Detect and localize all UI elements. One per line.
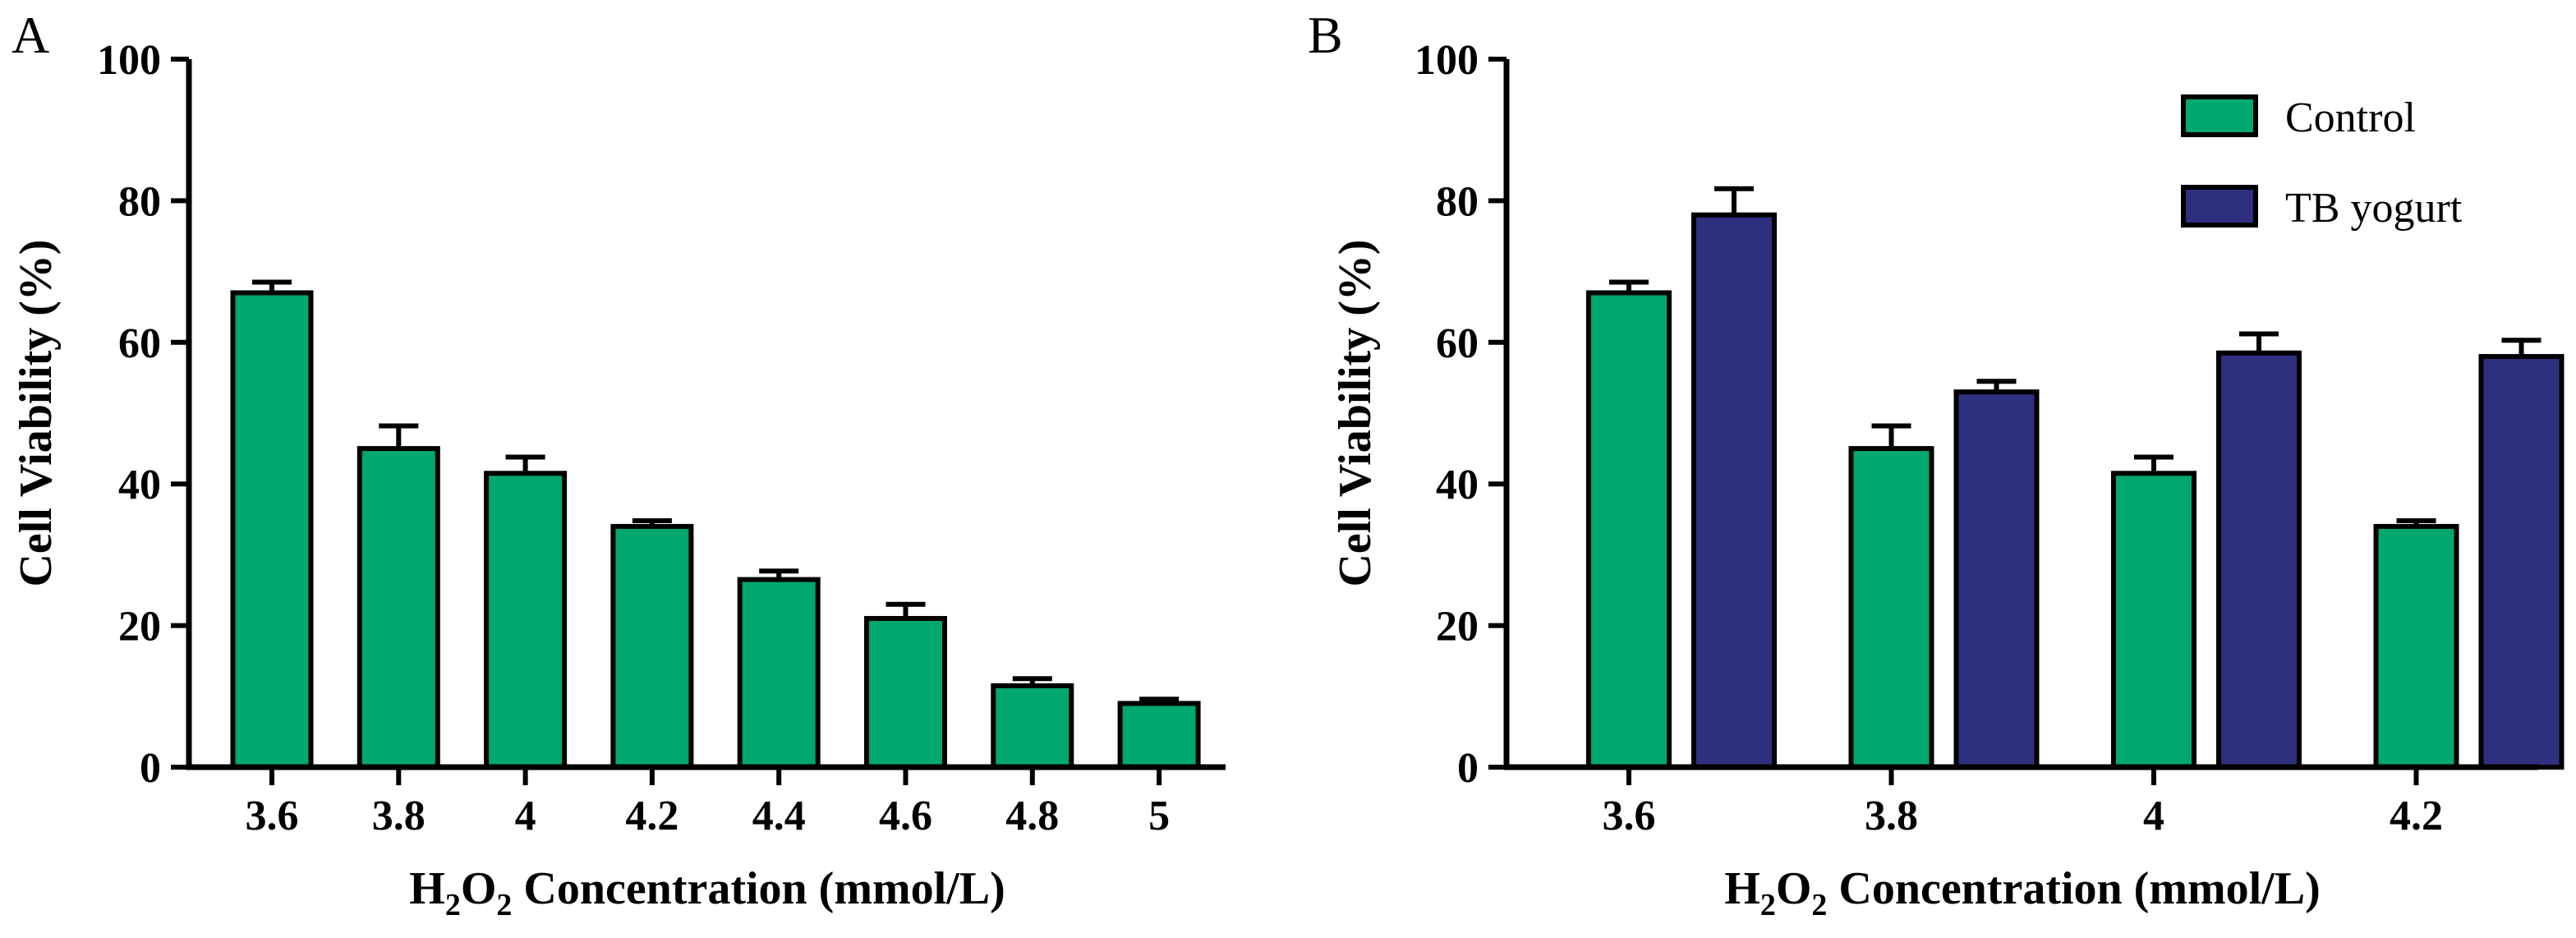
y-tick-label: 20 xyxy=(118,604,161,651)
y-tick-label: 0 xyxy=(140,745,161,792)
y-tick-label: 20 xyxy=(1436,604,1479,651)
y-tick-label: 80 xyxy=(1436,178,1479,225)
bar-tb-yogurt xyxy=(2478,354,2564,770)
panel-letter-b: B xyxy=(1308,6,1343,64)
panel-letter-a: A xyxy=(12,6,49,64)
legend-swatch-control xyxy=(2181,94,2258,137)
x-tick-label: 3.6 xyxy=(246,793,299,839)
bar-tb-yogurt xyxy=(2216,350,2302,770)
bar-control xyxy=(1117,701,1201,770)
x-tick-label: 3.6 xyxy=(1603,793,1656,839)
bar-tb-yogurt xyxy=(1691,212,1777,770)
bar-control xyxy=(1586,290,1672,770)
error-bar-control xyxy=(1871,423,1911,449)
x-tick-label: 4.8 xyxy=(1005,793,1059,839)
y-tick-label: 60 xyxy=(1436,320,1479,367)
panel-a-x-ticks: 3.6 3.8 4 4.2 4.4 4.6 4.8 5 xyxy=(246,767,1170,839)
x-tick-label: 4 xyxy=(515,793,536,839)
panel-a-x-axis-title: H2O2 Concentration (mmol/L) xyxy=(409,863,1005,922)
panel-b-legend: Control TB yogurt xyxy=(2181,94,2463,232)
panel-a: A 0 20 40 60 80 100 3.6 3.8 4 4.2 4.4 4.6 4.8 5 Cell… xyxy=(11,6,1226,922)
error-bar-control xyxy=(379,423,419,449)
x-tick-label: 3.8 xyxy=(372,793,426,839)
panel-a-bars xyxy=(230,279,1201,770)
panel-a-axes xyxy=(186,59,1226,770)
bar-tb-yogurt xyxy=(1953,389,2040,770)
error-bar-control xyxy=(505,454,545,474)
x-tick-label: 4.4 xyxy=(752,793,806,839)
panel-b-x-axis-title: H2O2 Concentration (mmol/L) xyxy=(1724,863,2320,922)
x-tick-label: 4.2 xyxy=(625,793,678,839)
error-bar-tb-yogurt xyxy=(2239,331,2279,353)
panel-b: B 0 20 40 60 80 100 3.6 3.8 4 4.2 Cell Viability… xyxy=(1308,6,2564,922)
panel-b-y-ticks: 0 20 40 60 80 100 xyxy=(1414,37,1506,792)
x-tick-label: 5 xyxy=(1148,793,1170,839)
panel-b-x-ticks: 3.6 3.8 4 4.2 xyxy=(1603,767,2443,839)
legend-label-control: Control xyxy=(2285,94,2416,141)
bar-control xyxy=(864,615,947,770)
y-tick-label: 0 xyxy=(1457,745,1479,792)
bar-control xyxy=(610,523,694,770)
bar-control xyxy=(991,683,1074,770)
bar-control xyxy=(2373,523,2459,770)
x-tick-label: 3.8 xyxy=(1865,793,1918,839)
x-tick-label: 4.6 xyxy=(879,793,932,839)
bar-control xyxy=(1848,446,1934,770)
bar-control xyxy=(484,471,568,770)
bar-control xyxy=(737,577,821,770)
error-bar-tb-yogurt xyxy=(1714,186,1754,215)
panel-b-y-axis-title: Cell Viability (%) xyxy=(1330,239,1381,586)
y-tick-label: 100 xyxy=(1414,37,1479,84)
y-tick-label: 60 xyxy=(118,320,161,367)
y-tick-label: 100 xyxy=(97,37,161,84)
bar-control xyxy=(356,446,440,770)
bar-control xyxy=(230,290,314,770)
y-tick-label: 40 xyxy=(118,462,161,508)
legend-label-tb-yogurt: TB yogurt xyxy=(2285,185,2463,232)
x-tick-label: 4.2 xyxy=(2390,793,2443,839)
panel-a-y-ticks: 0 20 40 60 80 100 xyxy=(97,37,189,792)
error-bar-control xyxy=(2134,454,2174,474)
panel-b-bars xyxy=(1586,186,2564,770)
x-tick-label: 4 xyxy=(2143,793,2164,839)
y-tick-label: 40 xyxy=(1436,462,1479,508)
y-tick-label: 80 xyxy=(118,178,161,225)
bar-control xyxy=(2111,471,2196,770)
legend-swatch-tb-yogurt xyxy=(2181,185,2258,228)
panel-a-y-axis-title: Cell Viability (%) xyxy=(11,239,62,586)
error-bar-tb-yogurt xyxy=(2501,338,2542,357)
